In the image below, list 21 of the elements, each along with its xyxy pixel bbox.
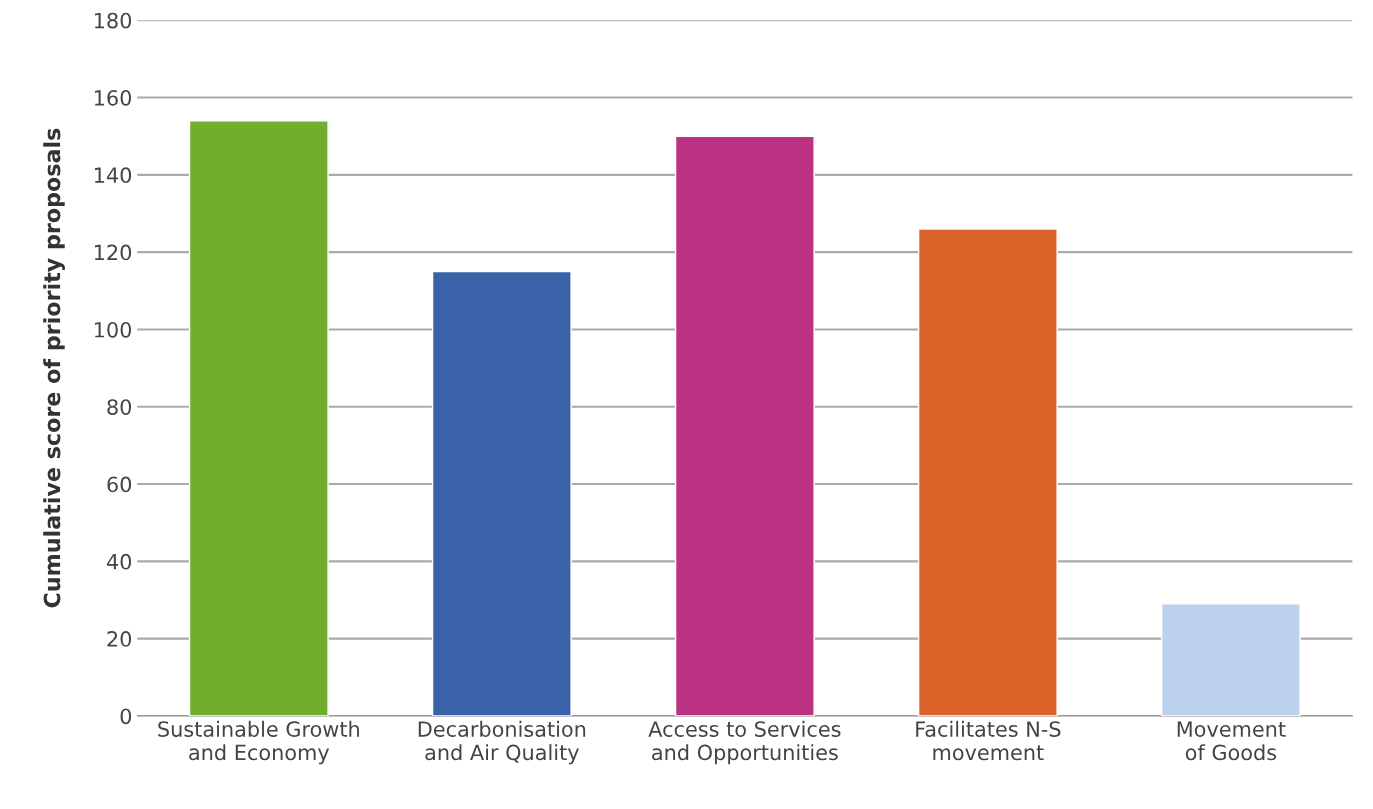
y-tick-label: 140 [94, 167, 132, 184]
y-tick-label: 120 [94, 244, 132, 261]
bar [917, 228, 1058, 716]
x-tick-label: Decarbonisation and Air Quality [418, 720, 586, 765]
y-tick-label: 80 [107, 399, 132, 415]
bar [431, 270, 572, 716]
y-tick-label: 0 [120, 708, 132, 725]
y-axis-title: Cumulative score of priority proposals [43, 128, 65, 608]
y-tick-label: 160 [94, 89, 132, 106]
y-tick-label: 100 [94, 321, 132, 338]
x-tick-label: Sustainable Growth and Economy [158, 720, 359, 765]
bar [188, 120, 329, 716]
y-tick-label: 180 [94, 12, 132, 29]
x-tick-label: Facilitates N-S movement [916, 720, 1061, 761]
y-tick-label: 40 [106, 553, 132, 570]
y-tick-label: 60 [107, 476, 132, 493]
bar [674, 135, 815, 716]
y-tick-label: 20 [107, 631, 132, 647]
bar [1160, 603, 1301, 716]
x-tick-label: Access to Services and Opportunities [648, 720, 841, 765]
x-tick-label: Movement of Goods [1177, 721, 1286, 761]
